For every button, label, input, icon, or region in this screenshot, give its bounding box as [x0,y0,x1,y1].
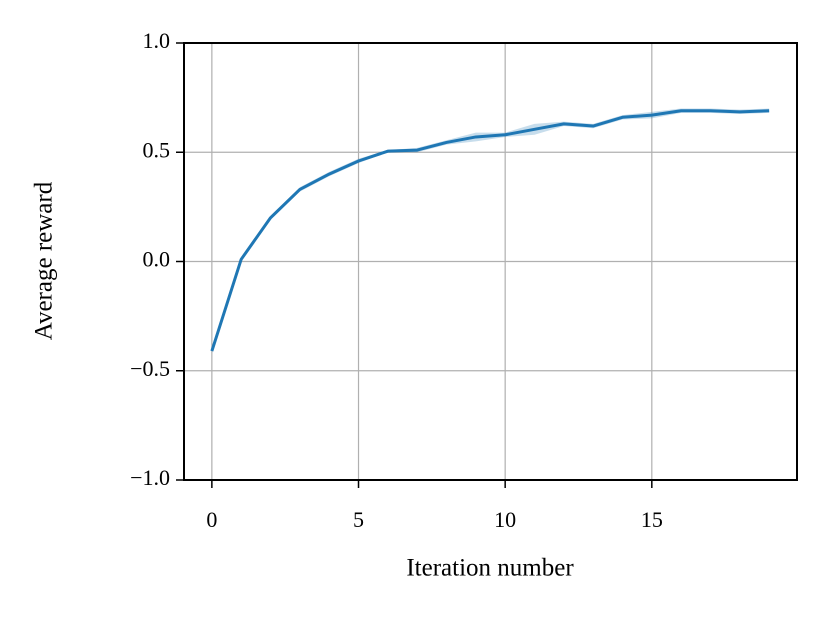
y-tick-label: 0.5 [143,137,171,162]
x-tick-label: 15 [641,507,663,532]
plot-frame [183,42,798,481]
y-axis-label: Average reward [31,181,58,340]
x-axis-label: Iteration number [406,555,574,582]
data-line [210,109,770,352]
x-tick-label: 5 [353,507,364,532]
y-tick-label: 0.0 [143,247,171,272]
confidence-band [211,108,770,354]
y-tick-label: −1.0 [130,465,170,490]
x-tick-label: 0 [206,507,217,532]
y-tick-label: −0.5 [130,356,170,381]
y-tick-label: 1.0 [143,28,171,53]
x-tick-label: 10 [494,507,516,532]
